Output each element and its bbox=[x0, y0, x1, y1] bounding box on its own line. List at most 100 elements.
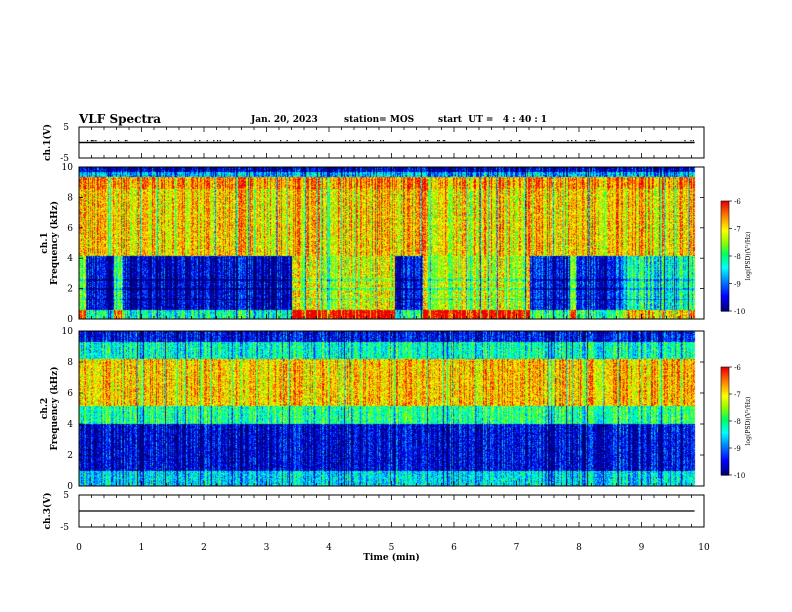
channel-label-ch1: ch.1 bbox=[40, 232, 50, 253]
start-time-label: start UT = 4 : 40 : 1 bbox=[438, 115, 548, 125]
y-tick-label: 4 bbox=[67, 420, 73, 430]
colorbar-cell bbox=[721, 392, 729, 395]
colorbar-cell bbox=[721, 217, 729, 220]
colorbar-cell bbox=[721, 368, 729, 372]
trace-noise bbox=[692, 140, 694, 142]
colorbar-cell bbox=[721, 301, 729, 305]
colorbar-label: log(PSD)(V²/Hz) bbox=[745, 232, 752, 281]
trace-noise bbox=[344, 140, 347, 142]
colorbar-cell bbox=[721, 279, 729, 283]
colorbar-cell bbox=[721, 458, 729, 462]
trace-noise bbox=[91, 140, 93, 142]
colorbar-cell bbox=[721, 388, 729, 391]
colorbar-cell bbox=[721, 406, 729, 409]
colorbar-cell bbox=[721, 422, 729, 426]
colorbar-cell bbox=[721, 419, 729, 422]
colorbar-cell bbox=[721, 410, 729, 413]
colorbar-cell bbox=[721, 471, 729, 474]
colorbar-cell bbox=[721, 265, 729, 268]
trace-noise bbox=[382, 140, 385, 142]
colorbar-cell bbox=[721, 246, 729, 250]
trace-noise bbox=[510, 140, 512, 142]
frequency-axis-label-ch1: Frequency (kHz) bbox=[49, 201, 60, 285]
colorbar-cell bbox=[721, 210, 729, 213]
trace-noise bbox=[567, 140, 569, 142]
trace-noise bbox=[589, 140, 591, 142]
trace-noise bbox=[124, 140, 127, 142]
trace-noise bbox=[104, 140, 106, 142]
trace-noise bbox=[498, 140, 500, 142]
colorbar-cell bbox=[721, 263, 729, 266]
frequency-axis-label-ch2: Frequency (kHz) bbox=[49, 366, 60, 450]
y-tick-label: 10 bbox=[62, 327, 74, 337]
colorbar-cell bbox=[721, 442, 729, 445]
colorbar-cell bbox=[721, 412, 729, 415]
colorbar-cell bbox=[721, 226, 729, 230]
colorbar-tick-label: -10 bbox=[734, 308, 745, 316]
colorbar-cell bbox=[721, 241, 729, 244]
spectrogram-ch2 bbox=[79, 331, 704, 486]
colorbar-cell bbox=[721, 208, 729, 211]
trace-noise bbox=[634, 140, 636, 142]
colorbar-tick-label: -8 bbox=[734, 418, 741, 426]
trace-noise bbox=[594, 140, 596, 142]
trace-noise bbox=[206, 140, 208, 142]
trace-noise bbox=[322, 140, 324, 142]
colorbar-tick-label: -6 bbox=[734, 364, 741, 372]
x-axis-label: Time (min) bbox=[363, 552, 420, 563]
spectrogram-ch1 bbox=[79, 167, 704, 319]
colorbar-label: log(PSD)(V²/Hz) bbox=[745, 397, 752, 446]
y-tick-label: 0 bbox=[67, 482, 73, 492]
trace-noise bbox=[86, 140, 89, 142]
colorbar-cell bbox=[721, 250, 729, 253]
colorbar-cell bbox=[721, 221, 729, 224]
colorbar-cell bbox=[721, 404, 729, 408]
colorbar-cell bbox=[721, 300, 729, 303]
x-tick-label: 9 bbox=[639, 543, 645, 553]
trace-noise bbox=[316, 140, 318, 142]
y-tick-label: -5 bbox=[60, 154, 69, 164]
colorbar-cell bbox=[721, 381, 729, 384]
trace-noise bbox=[146, 140, 148, 142]
colorbar-cell bbox=[721, 237, 729, 241]
y-tick-label: 6 bbox=[67, 389, 73, 399]
colorbar-cell bbox=[721, 276, 729, 279]
colorbar-cell bbox=[721, 245, 729, 248]
colorbar-cell bbox=[721, 287, 729, 290]
colorbar-cell bbox=[721, 305, 729, 308]
trace-noise bbox=[117, 140, 120, 142]
colorbar-cell bbox=[721, 457, 729, 460]
x-tick-label: 2 bbox=[201, 543, 207, 553]
colorbar-cell bbox=[721, 230, 729, 233]
y-tick-label: 10 bbox=[62, 163, 74, 173]
colorbar-cell bbox=[721, 466, 729, 469]
colorbar-cell bbox=[721, 377, 729, 381]
colorbar-tick-label: -7 bbox=[734, 391, 741, 399]
y-tick-label: 0 bbox=[67, 315, 73, 325]
colorbar-cell bbox=[721, 424, 729, 427]
colorbar-cell bbox=[721, 259, 729, 263]
trace-noise bbox=[199, 140, 201, 142]
trace-noise bbox=[644, 140, 647, 142]
colorbar-cell bbox=[721, 367, 729, 370]
trace-noise bbox=[179, 140, 181, 142]
trace-noise bbox=[590, 140, 592, 142]
colorbar-cell bbox=[721, 228, 729, 231]
colorbar-cell bbox=[721, 201, 729, 204]
colorbar-cell bbox=[721, 449, 729, 453]
trace-noise bbox=[575, 140, 577, 142]
trace-noise bbox=[254, 140, 256, 142]
colorbar-cell bbox=[721, 239, 729, 242]
colorbar-cell bbox=[721, 254, 729, 257]
colorbar-cell bbox=[721, 232, 729, 235]
trace-noise bbox=[438, 140, 440, 142]
y-axis-label-ch3: ch.3(V) bbox=[42, 493, 53, 530]
trace-noise bbox=[90, 140, 92, 142]
colorbar-cell bbox=[721, 395, 729, 399]
colorbar-cell bbox=[721, 385, 729, 388]
colorbar-cell bbox=[721, 224, 729, 228]
x-tick-label: 6 bbox=[451, 543, 457, 553]
colorbar-cell bbox=[721, 290, 729, 294]
colorbar-tick-label: -9 bbox=[734, 445, 741, 453]
colorbar-cell bbox=[721, 376, 729, 379]
